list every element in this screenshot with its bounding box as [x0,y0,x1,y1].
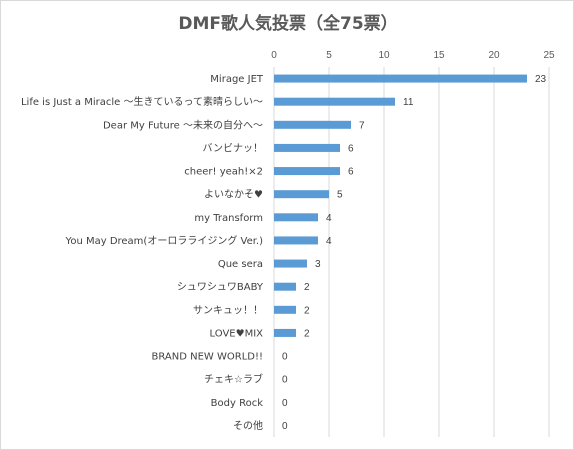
bar [274,143,340,152]
category-label: シュワシュワBABY [177,282,264,293]
bar [274,74,527,83]
bar [274,328,296,337]
data-label: 0 [282,421,288,432]
category-label: Life is Just a Miracle 〜生きているって素晴らしい〜 [21,95,263,108]
category-label: BRAND NEW WORLD!! [152,352,263,363]
bar [274,120,351,129]
bar [274,259,307,268]
category-label: サンキュッ！！ [193,304,263,316]
category-label: Dear My Future 〜未来の自分へ〜 [103,118,263,131]
x-tick-label: 25 [543,50,555,61]
x-tick-label: 15 [433,50,445,61]
bar [274,167,340,176]
category-label: Body Rock [211,398,264,409]
data-label: 7 [359,120,365,131]
data-label: 11 [403,97,414,108]
category-label: Que sera [218,259,263,270]
bar [274,190,329,199]
bar [274,305,296,314]
data-label: 2 [304,328,310,339]
bar [274,213,318,222]
category-label: You May Dream(オーロラライジング Ver.) [65,234,264,247]
x-tick-label: 0 [271,50,277,61]
category-label: Mirage JET [210,74,264,85]
bars [274,74,527,337]
x-tick-label: 5 [326,50,332,61]
category-label: my Transform [194,213,263,224]
category-label: バンビナッ！ [203,142,264,154]
data-label: 5 [337,190,343,201]
chart-title: DMF歌人気投票（全75票） [178,14,398,34]
bar [274,97,395,106]
data-label: 23 [535,74,547,85]
category-label: チェキ☆ラブ [204,373,263,386]
data-label: 4 [326,236,332,247]
category-labels: Mirage JET Life is Just a Miracle 〜生きているっ… [21,74,264,432]
data-label: 2 [304,305,310,316]
category-label: LOVE♥MIX [210,328,264,339]
bar [274,236,318,245]
data-label: 6 [348,143,354,154]
data-labels: 23 11 7 6 6 5 4 4 3 2 2 2 0 0 0 0 [282,74,547,432]
data-label: 2 [304,282,310,293]
bar [274,282,296,291]
data-label: 0 [282,398,288,409]
category-label: cheer! yeah!×2 [184,167,263,178]
data-label: 3 [315,259,321,270]
data-label: 6 [348,167,354,178]
category-label: よいなかそ♥ [204,189,263,201]
category-label: その他 [233,419,263,432]
data-label: 4 [326,213,332,224]
x-tick-label: 10 [378,50,390,61]
x-axis-ticks: 0 5 10 15 20 25 [271,50,555,61]
x-tick-label: 20 [488,50,500,61]
gridlines [273,67,550,437]
data-label: 0 [282,352,288,363]
data-label: 0 [282,375,288,386]
